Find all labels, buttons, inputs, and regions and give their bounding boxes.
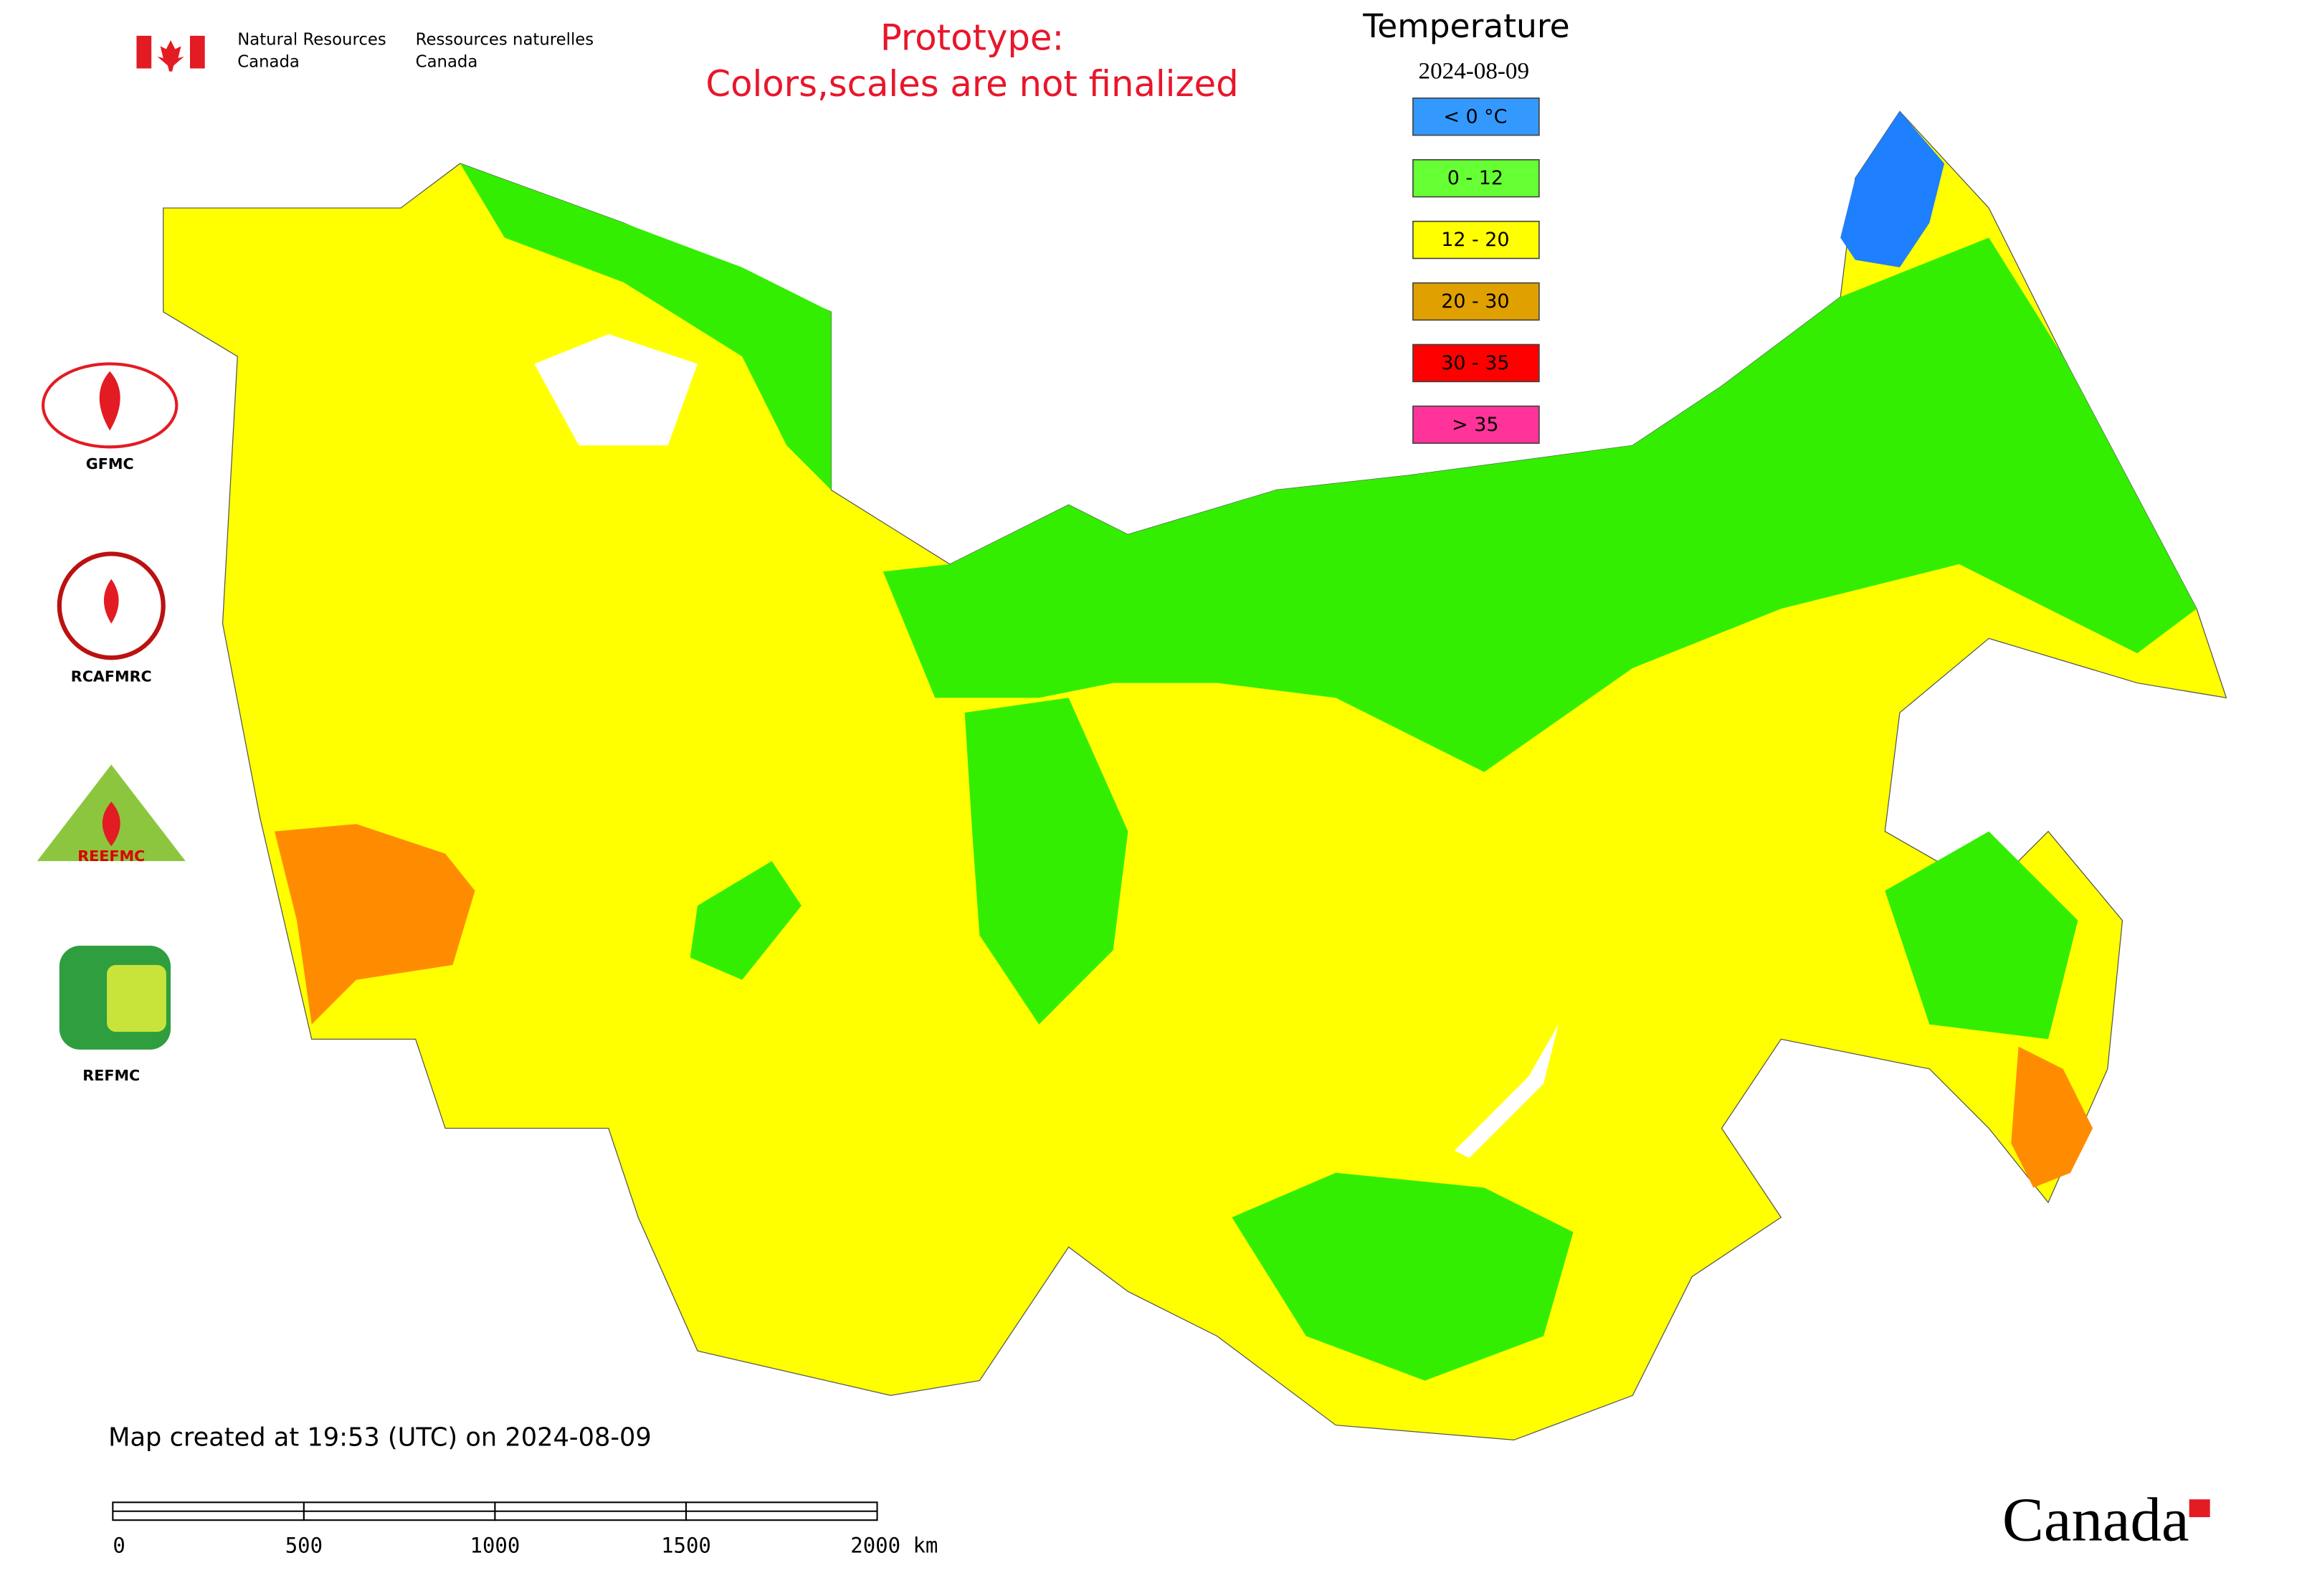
legend-label: > 35 — [1452, 414, 1498, 436]
zone-green-ural — [690, 860, 802, 980]
logo-refmc: REFMC — [59, 945, 171, 1084]
legend-swatch — [1412, 158, 1540, 198]
logo-label: REFMC — [82, 1067, 140, 1084]
temperature-map — [163, 110, 2227, 1441]
zone-green-north — [883, 237, 2197, 772]
zone-green-amur — [1885, 831, 2078, 1040]
agency-fr-2: Canada — [416, 53, 478, 72]
legend-label: 30 - 35 — [1441, 352, 1509, 374]
canada-flag — [136, 35, 205, 72]
zone-orange-far-east — [2011, 1046, 2093, 1188]
legend-label: 20 - 30 — [1441, 290, 1509, 313]
agency-en-2: Canada — [237, 53, 300, 72]
lake-baikal — [1454, 1024, 1559, 1159]
prototype-note-2: Colors,scales are not finalized — [705, 63, 1238, 105]
logo-label: RCAFMRC — [71, 668, 152, 685]
legend-title: Temperature — [1362, 7, 1569, 45]
legend-swatch — [1412, 220, 1540, 260]
legend-swatch — [1412, 98, 1540, 136]
legend-swatch — [1412, 405, 1540, 445]
zone-green-kola — [460, 163, 832, 490]
zone-green-baikal — [1232, 1172, 1574, 1381]
prototype-note-1: Prototype: — [880, 17, 1064, 59]
logo-rcafmrc: RCAFMRC — [57, 551, 166, 685]
water-white — [534, 334, 698, 446]
wordmark-flag — [2189, 1499, 2210, 1518]
zone-blue-chukotka — [1840, 111, 1945, 267]
legend-label: 12 - 20 — [1441, 229, 1509, 251]
logo-gfmc: GFMC — [41, 362, 179, 472]
scale-label: 500 — [285, 1533, 323, 1557]
logo-label: GFMC — [86, 455, 134, 472]
map-created-note: Map created at 19:53 (UTC) on 2024-08-09 — [108, 1422, 652, 1452]
legend-label: 0 - 12 — [1447, 167, 1503, 189]
legend-swatch — [1412, 282, 1540, 321]
scale-bar: 0 500 1000 1500 2000 km — [112, 1501, 938, 1557]
scale-label: 2000 km — [850, 1533, 938, 1557]
legend-label: < 0 °C — [1443, 105, 1507, 128]
legend-swatch — [1412, 343, 1540, 383]
logo-reefmc: REEFMC — [37, 764, 186, 865]
agency-fr-1: Ressources naturelles — [416, 31, 594, 49]
legend-date: 2024-08-09 — [1419, 57, 1530, 84]
legend: < 0 °C 0 - 12 12 - 20 20 - 30 30 - 35 > 35 — [1412, 98, 1540, 445]
scale-label: 0 — [113, 1533, 125, 1557]
canada-wordmark: Canada — [2002, 1485, 2189, 1554]
agency-en-1: Natural Resources — [237, 31, 386, 49]
scale-label: 1500 — [661, 1533, 711, 1557]
zone-orange-west — [275, 824, 475, 1025]
scale-label: 1000 — [470, 1533, 520, 1557]
logo-label: REEFMC — [77, 847, 145, 865]
zone-green-west-siberia — [964, 698, 1128, 1025]
